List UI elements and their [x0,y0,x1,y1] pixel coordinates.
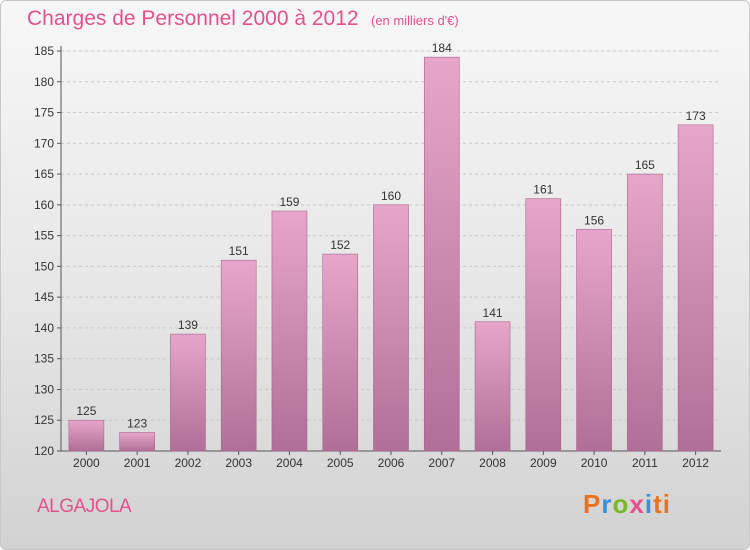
y-tick-label: 155 [34,229,54,243]
x-tick-label: 2003 [225,456,252,470]
data-label: 159 [279,195,299,209]
bar-2003 [220,259,257,452]
commune-name: ALGAJOLA [37,496,132,517]
proxiti-logo: Proxiti [583,489,671,520]
bar-2008 [474,321,511,452]
data-label: 156 [584,213,604,227]
y-tick-label: 130 [34,382,54,396]
bar-2012 [677,124,714,452]
logo-letter: r [601,489,613,519]
logo-letter: ti [653,489,671,519]
y-tick-labels: 120 125 130 135 140 145 150 155 160 165 170 175 180 1… [34,44,54,458]
x-tick-labels: 2000 2001 2002 2003 2004 2005 2006 2007 2008 2009… [73,456,709,470]
data-label: 160 [381,189,401,203]
chart-subtitle: (en milliers d'€) [371,13,459,28]
bar-2002 [170,333,206,452]
bar-2001 [119,432,155,452]
data-label: 173 [686,109,706,123]
x-tick-label: 2001 [124,456,151,470]
x-tick-label: 2008 [479,456,506,470]
logo-letter: o [612,489,630,519]
y-tick-label: 170 [34,136,54,150]
y-tick-label: 165 [34,167,54,181]
bar-2004 [271,210,308,452]
chart-title: Charges de Personnel 2000 à 2012 [27,7,359,30]
y-tick-label: 185 [34,44,54,58]
y-tick-label: 125 [34,413,54,427]
x-tick-label: 2006 [378,456,405,470]
x-tick-label: 2007 [428,456,455,470]
data-label: 184 [432,41,452,55]
x-tick-label: 2009 [530,456,557,470]
x-tick-label: 2005 [327,456,354,470]
bars [68,56,714,452]
data-label: 151 [229,244,249,258]
x-tick-label: 2000 [73,456,100,470]
data-label: 123 [127,417,147,431]
y-tick-label: 135 [34,352,54,366]
x-tick-label: 2012 [682,456,709,470]
y-tick-label: 175 [34,106,54,120]
y-tick-label: 150 [34,259,54,273]
data-labels: 125 123 139 151 159 152 160 184 141 161 156 165 173 [76,41,706,430]
data-label: 152 [330,238,350,252]
data-label: 165 [635,158,655,172]
data-label: 139 [178,318,198,332]
data-label: 161 [533,183,553,197]
logo-letter: i [644,489,654,519]
x-tick-label: 2011 [632,456,658,470]
bar-2007 [423,56,460,452]
bar-2010 [576,229,612,452]
x-tick-label: 2004 [276,456,303,470]
x-tick-label: 2010 [581,456,608,470]
logo-letter: x [629,489,645,519]
y-tick-label: 120 [34,444,54,458]
y-tick-label: 180 [34,75,54,89]
y-tick-label: 160 [34,198,54,212]
bar-2009 [525,198,562,452]
y-tick-label: 140 [34,321,54,335]
bar-2006 [373,204,409,452]
data-label: 141 [483,306,503,320]
logo-letter: P [583,489,602,519]
bar-2000 [68,419,105,452]
bar-2011 [627,173,663,452]
y-tick-label: 145 [34,290,54,304]
x-tick-label: 2002 [175,456,202,470]
data-label: 125 [76,404,96,418]
bar-2005 [322,253,359,452]
